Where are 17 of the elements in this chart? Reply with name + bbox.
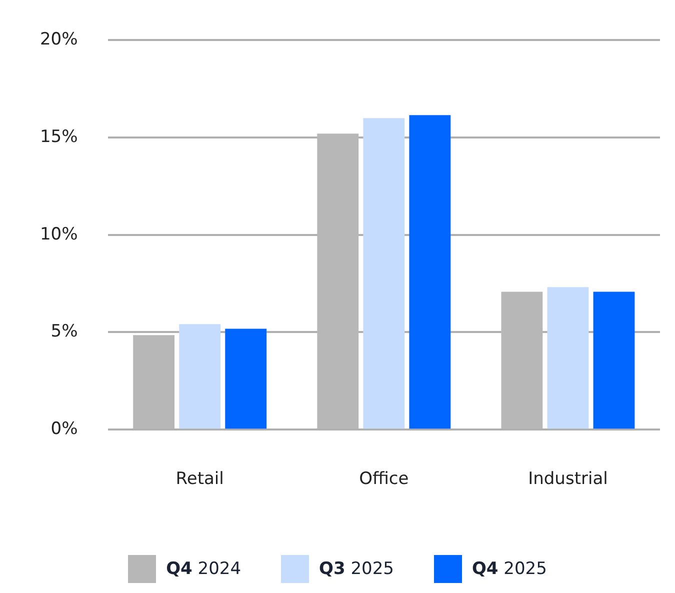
x-tick-label: Office [359,469,409,490]
bar [225,328,267,429]
y-tick-label: 15% [40,126,78,147]
x-tick-label: Industrial [528,469,608,490]
y-tick-label: 5% [50,322,78,342]
legend-label: Q4 2025 [472,559,547,579]
x-tick-label: Retail [176,469,224,490]
legend-label: Q3 2025 [319,559,394,579]
bar [409,115,451,429]
bar [179,324,221,429]
bar [547,287,589,429]
y-tick-label: 10% [40,224,78,244]
y-tick-label: 20% [40,30,78,50]
bar [593,292,635,429]
bar [363,118,405,429]
y-tick-label: 0% [50,419,78,440]
legend-label: Q4 2024 [166,559,242,579]
